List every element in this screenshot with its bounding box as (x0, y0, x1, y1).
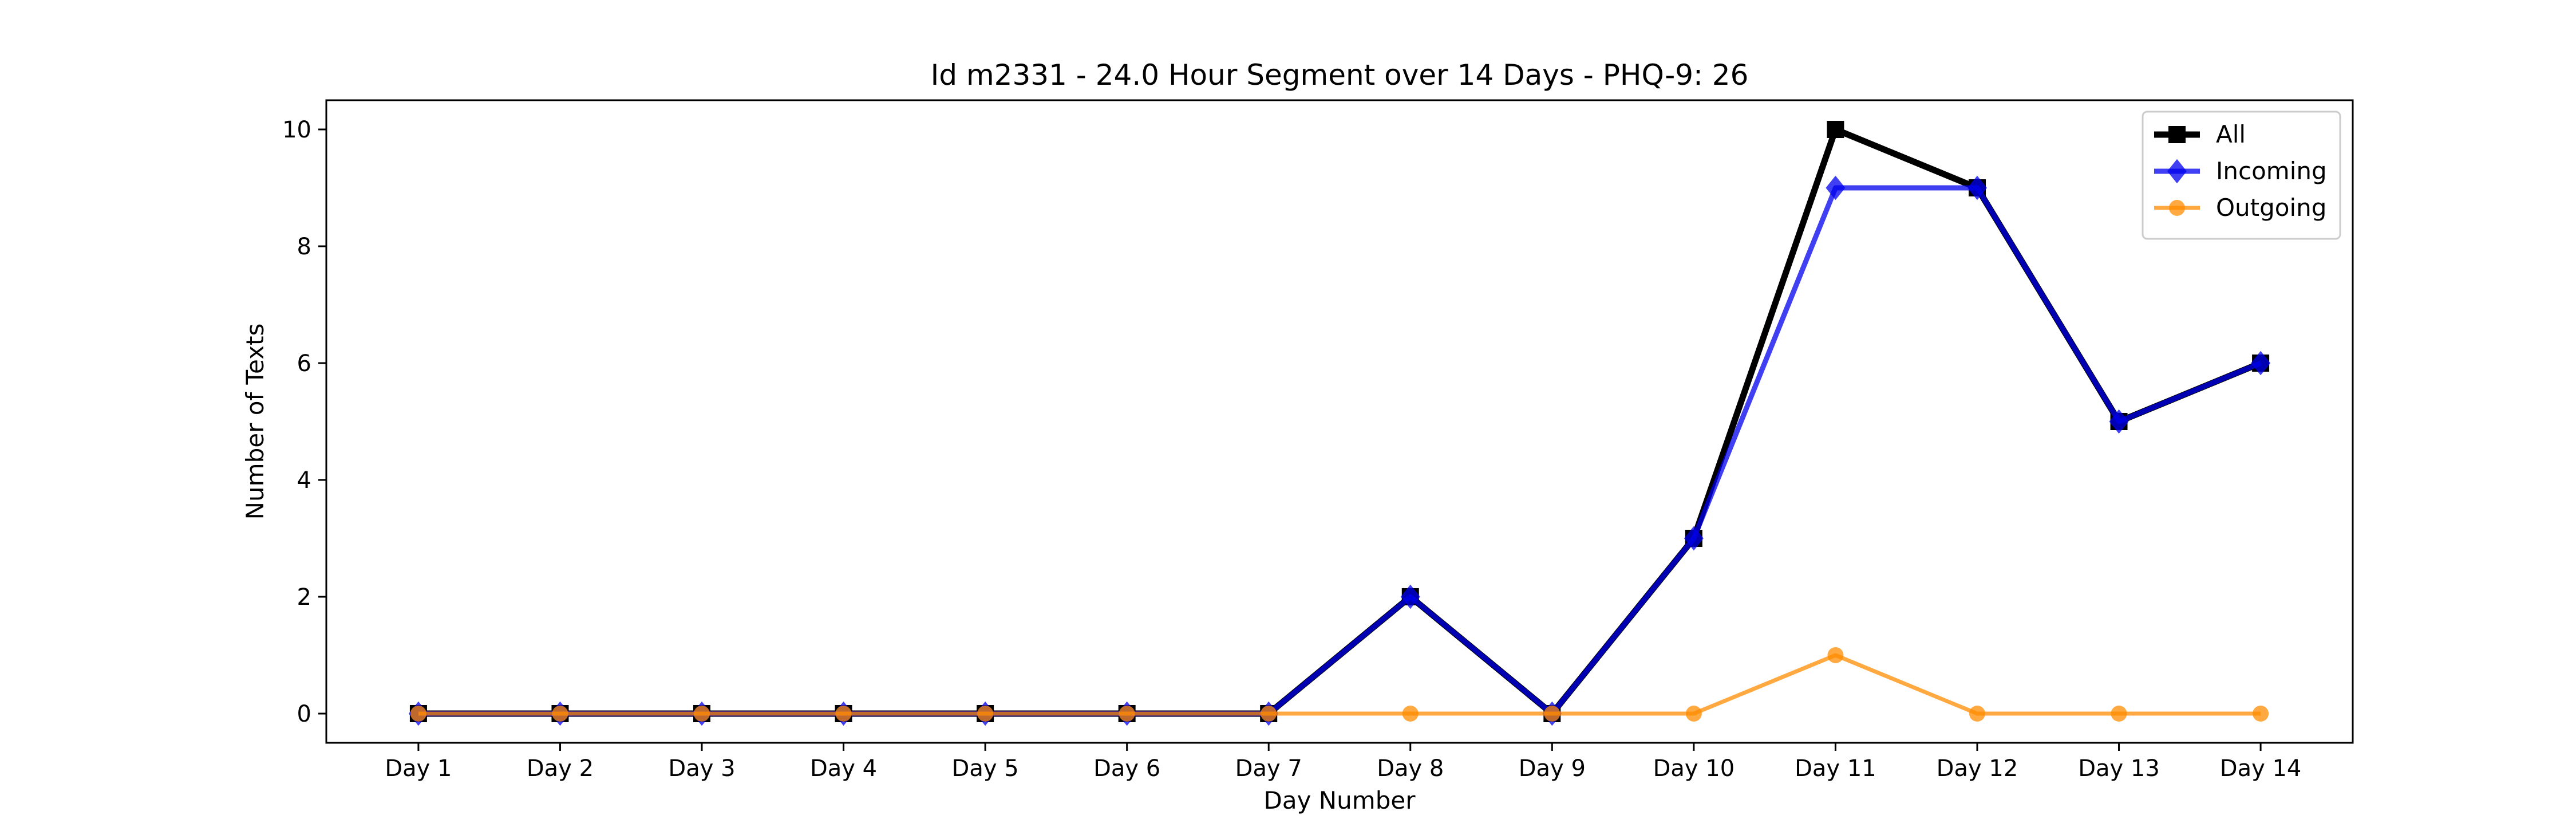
x-tick-label: Day 11 (1795, 755, 1876, 782)
x-tick-label: Day 3 (668, 755, 735, 782)
x-axis-label: Day Number (1263, 786, 1416, 814)
y-tick-label: 6 (297, 351, 311, 377)
data-point-outgoing (2253, 706, 2269, 722)
series-line-all (418, 126, 2262, 717)
legend-swatch-marker (2169, 200, 2185, 216)
x-tick-label: Day 14 (2220, 755, 2302, 782)
data-point-incoming (1684, 526, 1704, 551)
plot-area-frame (325, 99, 2354, 744)
data-point-outgoing (1261, 706, 1277, 722)
x-tick-label: Day 13 (2078, 755, 2160, 782)
y-tick-label: 10 (282, 117, 311, 143)
legend-label: All (2216, 120, 2246, 148)
data-point-outgoing (410, 706, 426, 722)
x-tick-label: Day 1 (385, 755, 452, 782)
data-point-outgoing (552, 706, 568, 722)
data-point-outgoing (1827, 647, 1844, 663)
legend: All Incoming Outgoing (2142, 111, 2341, 240)
x-axis-ticks: Day 1 Day 2 Day 3 Day 4 Day 5 Day 6 Day 7 Day 8… (385, 743, 2301, 782)
x-tick-label: Day 12 (1937, 755, 2018, 782)
x-tick-label: Day 4 (810, 755, 877, 782)
data-point-incoming (2251, 351, 2271, 376)
x-tick-label: Day 8 (1377, 755, 1444, 782)
x-tick-label: Day 9 (1519, 755, 1586, 782)
series-incoming (408, 175, 2271, 726)
data-point-incoming (1826, 175, 1846, 200)
series-line-incoming (418, 185, 2262, 716)
chart-title: Id m2331 - 24.0 Hour Segment over 14 Day… (931, 58, 1749, 92)
legend-item-all: All (2154, 120, 2246, 148)
series-line-outgoing (418, 653, 2261, 716)
data-point-outgoing (1685, 706, 1702, 722)
x-tick-label: Day 7 (1235, 755, 1302, 782)
data-point-outgoing (1119, 706, 1135, 722)
y-tick-label: 4 (297, 467, 311, 494)
y-tick-label: 2 (297, 584, 311, 611)
series-outgoing (410, 647, 2269, 722)
series-layer (408, 121, 2271, 726)
data-point-outgoing (835, 706, 852, 722)
x-tick-label: Day 2 (527, 755, 594, 782)
legend-label: Outgoing (2216, 194, 2326, 222)
x-tick-label: Day 6 (1093, 755, 1160, 782)
y-tick-label: 8 (297, 234, 311, 260)
x-tick-label: Day 10 (1653, 755, 1735, 782)
data-point-incoming (1400, 584, 1420, 609)
data-point-outgoing (694, 706, 710, 722)
data-point-incoming (1967, 175, 1987, 200)
legend-item-incoming: Incoming (2154, 157, 2327, 185)
y-axis-ticks: 0 2 4 6 8 10 (282, 117, 326, 727)
data-point-outgoing (1402, 706, 1419, 722)
data-point-incoming (2109, 409, 2129, 434)
legend-swatch-marker (2168, 126, 2186, 143)
data-point-all (1827, 121, 1844, 138)
data-point-outgoing (2111, 706, 2127, 722)
legend-label: Incoming (2216, 157, 2327, 185)
legend-swatch-marker (2167, 159, 2187, 184)
y-axis-label: Number of Texts (241, 324, 269, 520)
x-tick-label: Day 5 (952, 755, 1019, 782)
data-point-outgoing (1544, 706, 1560, 722)
y-tick-label: 0 (297, 701, 311, 727)
data-point-outgoing (1969, 706, 1985, 722)
legend-item-outgoing: Outgoing (2154, 194, 2326, 222)
data-point-outgoing (977, 706, 994, 722)
